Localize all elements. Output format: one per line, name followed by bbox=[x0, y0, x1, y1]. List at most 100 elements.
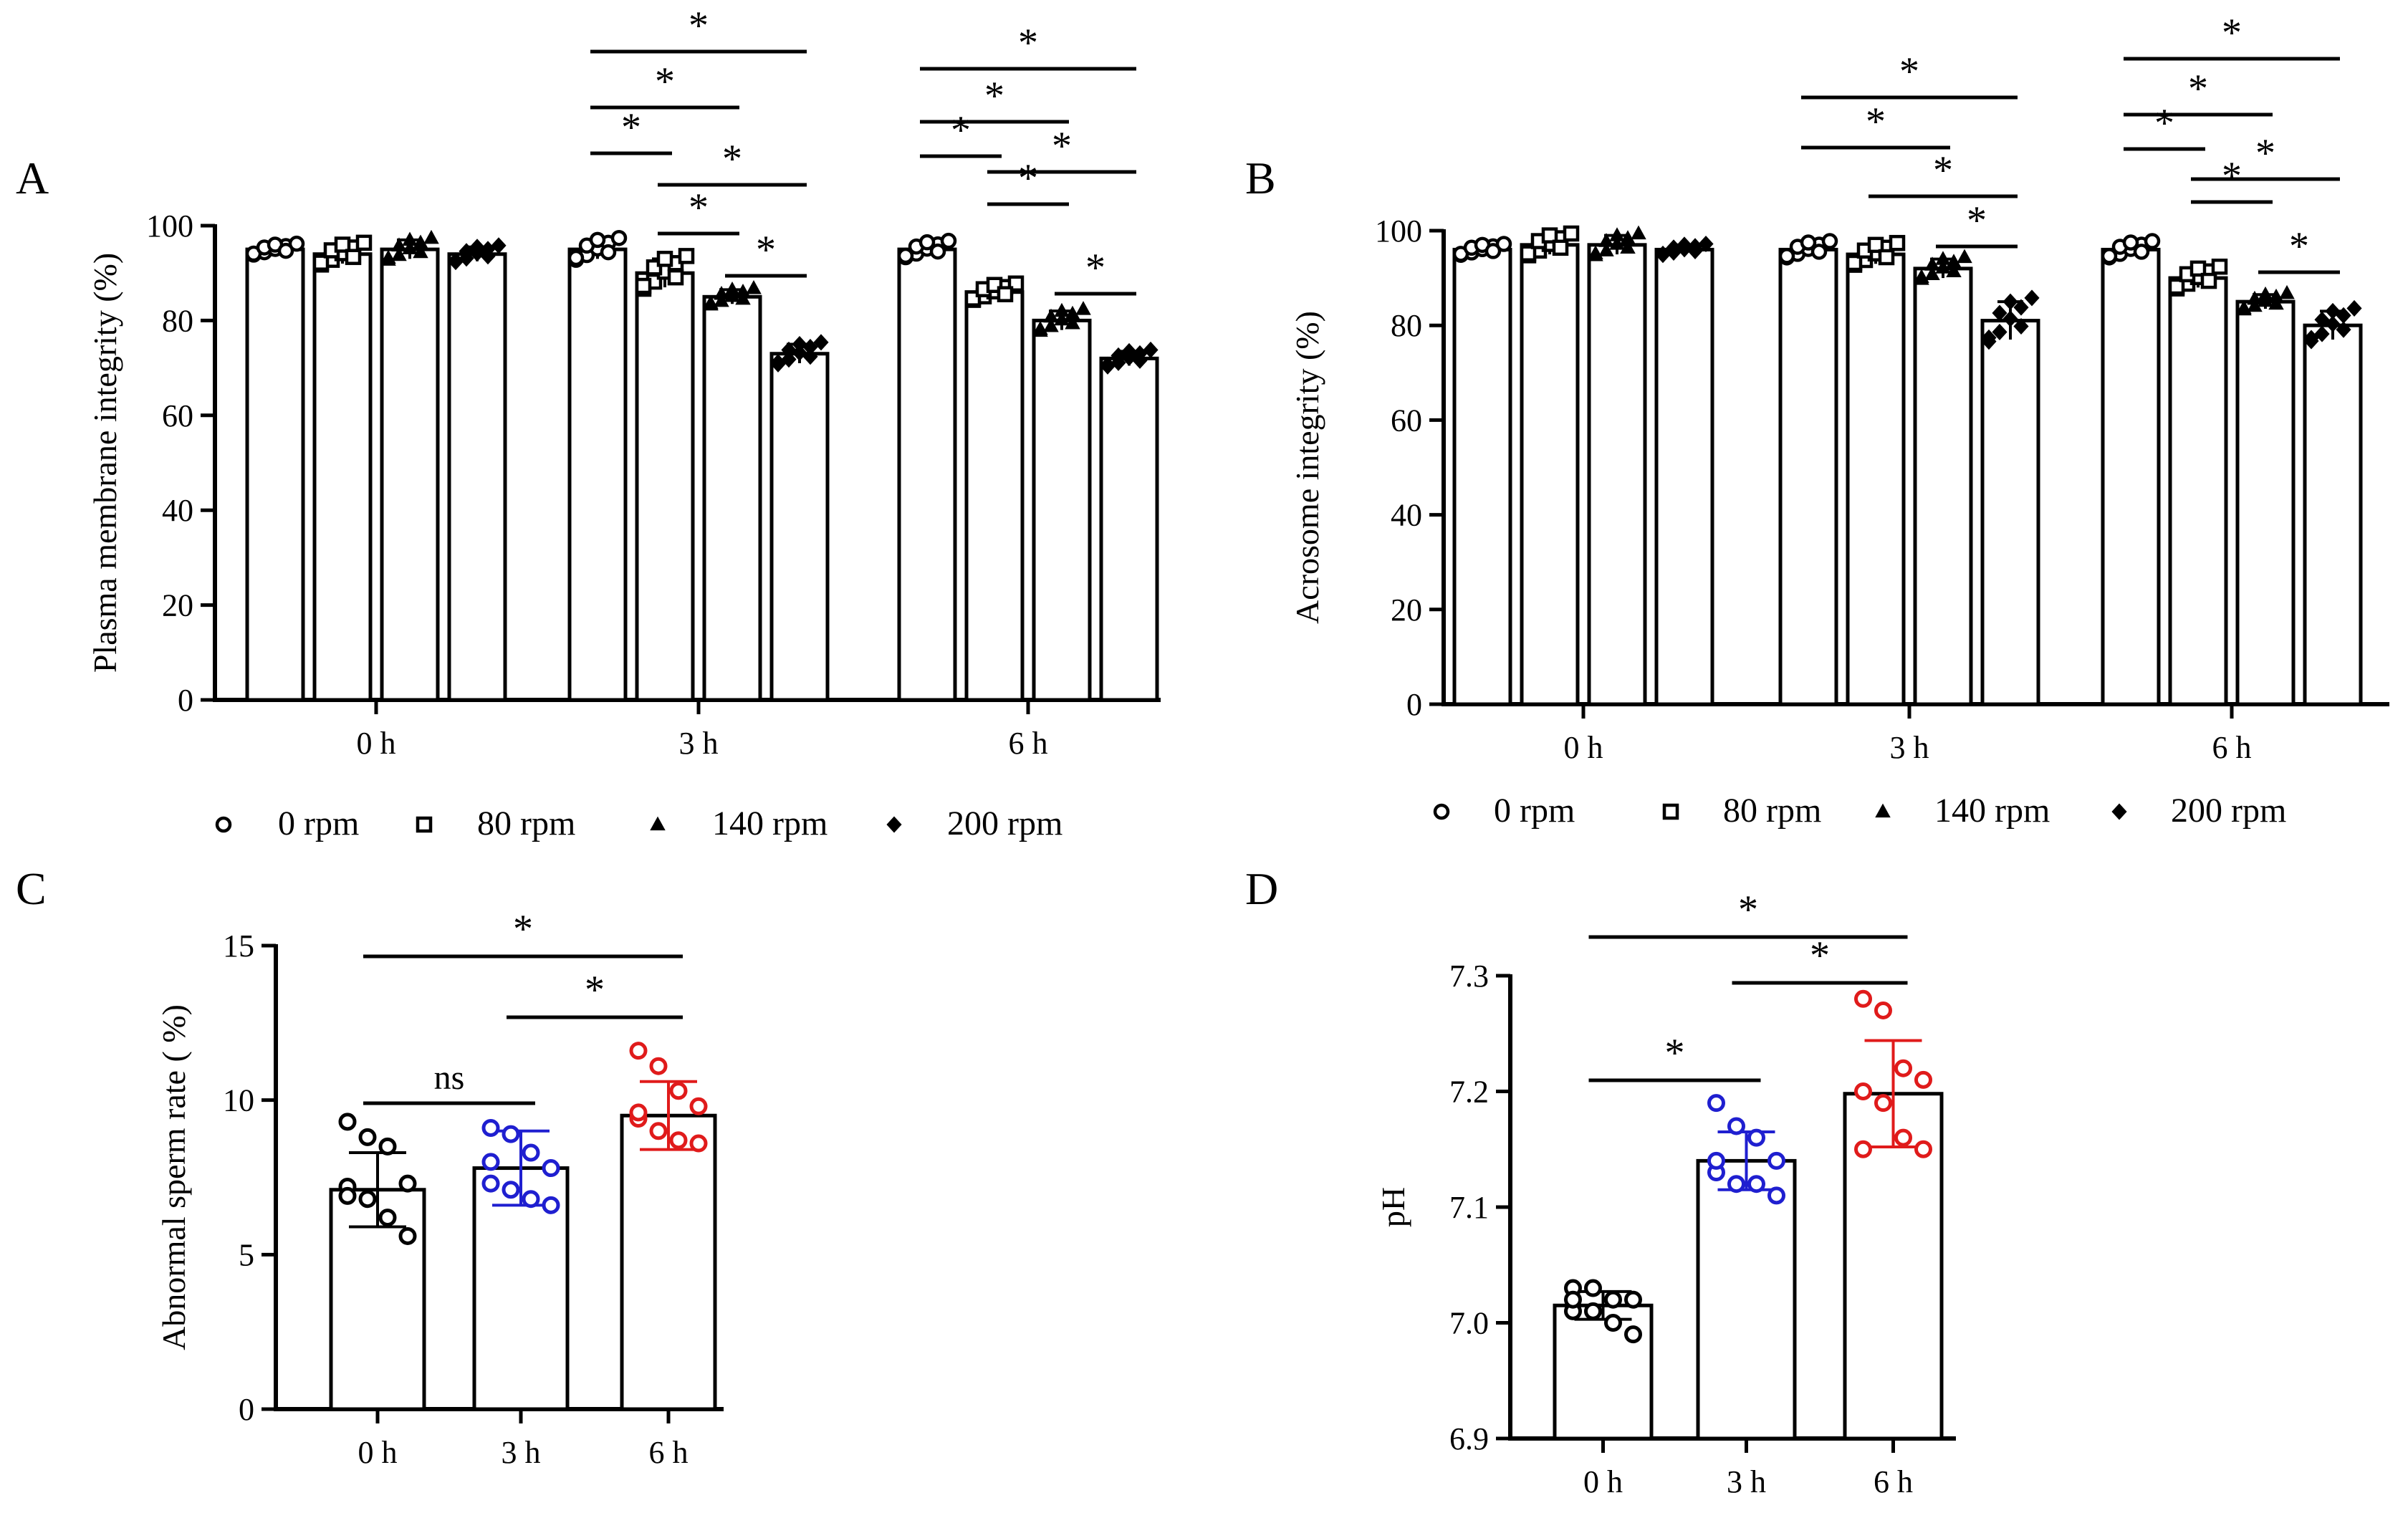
panel-a-bar-140rpm-0 bbox=[380, 247, 440, 702]
panel-b-point-3-2-1 bbox=[2314, 325, 2330, 342]
panel-a-point-3-1-8 bbox=[802, 348, 818, 365]
panel-a-point-2-1-4 bbox=[746, 279, 762, 294]
panel-b-point-2-0-5 bbox=[1588, 245, 1603, 259]
panel-b-point-3-0-5 bbox=[1655, 245, 1671, 262]
panel-a-point-2-0-7 bbox=[402, 231, 418, 246]
panel-a-point-1-1-5 bbox=[635, 277, 652, 294]
panel-d-point-1-3 bbox=[1767, 1151, 1785, 1170]
panel-d-point-2-8 bbox=[1854, 1140, 1872, 1158]
panel-a-bar-200rpm-1 bbox=[769, 352, 830, 702]
panel-letter-b: B bbox=[1245, 153, 1276, 203]
panel-b-point-3-1-8 bbox=[2013, 317, 2029, 335]
panel-c-point-2-3 bbox=[689, 1097, 708, 1115]
panel-a-point-2-2-8 bbox=[1065, 314, 1080, 330]
panel-b-legend-label-1: 80 rpm bbox=[1723, 792, 1821, 830]
panel-d-sig-label-0: * bbox=[1665, 1031, 1685, 1075]
panel-letter-a: A bbox=[16, 153, 49, 203]
panel-d-x-tick-label-1: 3 h bbox=[1727, 1464, 1766, 1499]
panel-d-point-2-2 bbox=[1894, 1059, 1912, 1077]
panel-c-point-1-3 bbox=[542, 1159, 560, 1178]
panel-b-point-3-1-3 bbox=[2013, 299, 2029, 316]
panel-b-y-tick-label-1: 20 bbox=[1391, 592, 1422, 628]
panel-b-point-1-0-4 bbox=[1563, 225, 1580, 242]
panel-c-point-2-8 bbox=[629, 1103, 648, 1122]
panel-a-x-tick-label-1: 3 h bbox=[679, 726, 719, 761]
panel-a-y-axis-title: Plasma membrane integrity (%) bbox=[87, 253, 123, 673]
panel-b-point-2-0-7 bbox=[1609, 227, 1625, 241]
panel-a-legend-marker-3 bbox=[886, 816, 902, 833]
panel-c-point-2-7 bbox=[689, 1134, 708, 1153]
panel-a-bar-80rpm-1 bbox=[635, 271, 695, 702]
panel-d-point-0-5 bbox=[1584, 1302, 1602, 1320]
panel-b-sig-label-2: * bbox=[1933, 148, 1953, 193]
panel-b-legend-label-2: 140 rpm bbox=[1934, 792, 2050, 830]
panel-b-y-tick-label-5: 100 bbox=[1375, 213, 1422, 249]
panel-d-x-tick-label-2: 6 h bbox=[1874, 1464, 1913, 1499]
panel-d-y-tick-label-4: 7.3 bbox=[1449, 959, 1489, 994]
panel-b-point-2-2-6 bbox=[2247, 290, 2263, 305]
panel-a-legend-marker-2 bbox=[650, 816, 666, 831]
panel-c-point-0-8 bbox=[338, 1186, 357, 1205]
panel-c-point-0-2 bbox=[378, 1137, 397, 1156]
panel-a-x-tick-label-2: 6 h bbox=[1009, 726, 1048, 761]
panel-b-point-0-2-5 bbox=[2101, 248, 2118, 264]
panel-b-legend-label-0: 0 rpm bbox=[1494, 792, 1575, 830]
panel-b-point-3-1-2 bbox=[2002, 310, 2018, 327]
panel-b-legend-marker-2 bbox=[1875, 803, 1891, 818]
panel-b-legend-marker-1 bbox=[1662, 803, 1679, 820]
panel-a-point-2-1-1 bbox=[714, 292, 729, 307]
panel-a-point-2-0-4 bbox=[423, 229, 439, 244]
panel-a-point-0-0-4 bbox=[288, 235, 305, 252]
panel-a-point-2-1-5 bbox=[703, 294, 719, 309]
panel-d-point-1-5 bbox=[1727, 1175, 1745, 1193]
panel-b-point-3-2-5 bbox=[2303, 330, 2319, 347]
panel-a-legend-marker-1 bbox=[416, 816, 433, 833]
panel-b-x-tick-label-1: 3 h bbox=[1890, 730, 1929, 765]
panel-b-point-3-2-7 bbox=[2325, 302, 2341, 320]
panel-a-sig-label-3: * bbox=[689, 186, 709, 230]
panel-b-bar-140rpm-0 bbox=[1587, 243, 1647, 706]
panel-b-point-3-1-1 bbox=[1992, 323, 2008, 340]
panel-b-point-1-1-7 bbox=[1867, 236, 1884, 254]
panel-b-y-tick-label-0: 0 bbox=[1406, 687, 1422, 722]
panel-b-point-0-1-7 bbox=[1800, 234, 1817, 251]
panel-letter-d: D bbox=[1245, 863, 1278, 914]
panel-c-y-tick-label-2: 10 bbox=[223, 1083, 254, 1118]
panel-c-x-tick-label-1: 3 h bbox=[502, 1435, 541, 1470]
panel-a-sig-label-10: * bbox=[1052, 124, 1072, 168]
panel-a-bar-0rpm-0 bbox=[245, 247, 305, 702]
panel-a-point-3-1-4 bbox=[813, 334, 829, 351]
panel-b-sig-label-3: * bbox=[1967, 198, 1987, 243]
panel-b-y-tick-label-3: 60 bbox=[1391, 403, 1422, 438]
panel-a-point-2-0-8 bbox=[413, 244, 428, 259]
panel-a-point-3-2-8 bbox=[1132, 352, 1148, 369]
panel-b-point-3-0-8 bbox=[1687, 242, 1703, 259]
panel-b-point-2-1-6 bbox=[1924, 256, 1940, 271]
panel-b-sig-label-9: * bbox=[2289, 224, 2309, 269]
panel-c-point-0-5 bbox=[358, 1190, 377, 1209]
panel-a-point-3-1-7 bbox=[792, 335, 807, 353]
panel-b-point-3-2-6 bbox=[2314, 311, 2330, 328]
panel-c-point-0-7 bbox=[398, 1226, 417, 1245]
panel-b-legend-label-3: 200 rpm bbox=[2171, 792, 2286, 830]
panel-a-sig-label-5: * bbox=[756, 228, 776, 272]
panel-b-legend-marker-3 bbox=[2111, 803, 2127, 820]
panel-b-point-2-0-8 bbox=[1620, 239, 1636, 254]
panel-d-point-2-0 bbox=[1854, 989, 1872, 1008]
panel-c-point-1-4 bbox=[481, 1174, 500, 1193]
panel-d-y-tick-label-3: 7.2 bbox=[1449, 1075, 1489, 1110]
panel-b-point-3-1-6 bbox=[1992, 304, 2008, 322]
panel-d-point-2-6 bbox=[1894, 1128, 1912, 1147]
panel-a-sig-label-1: * bbox=[655, 59, 675, 104]
panel-a-point-0-0-8 bbox=[277, 242, 294, 259]
panel-a-x-tick-label-0: 0 h bbox=[357, 726, 396, 761]
panel-b-bar-0rpm-1 bbox=[1778, 247, 1838, 706]
panel-c-point-1-2 bbox=[522, 1143, 540, 1162]
panel-b-point-0-1-8 bbox=[1810, 244, 1828, 260]
panel-b-point-0-2-8 bbox=[2133, 244, 2150, 260]
panel-d-point-2-3 bbox=[1914, 1070, 1932, 1089]
panel-a-point-2-0-5 bbox=[380, 249, 396, 264]
panel-b-point-1-2-4 bbox=[2211, 258, 2228, 275]
panel-b-bar-140rpm-1 bbox=[1913, 266, 1973, 706]
panel-a-point-0-2-4 bbox=[940, 232, 957, 249]
